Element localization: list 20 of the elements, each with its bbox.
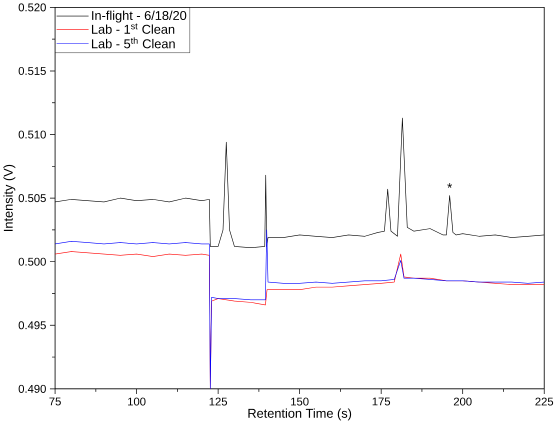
legend-label: Lab - 1$^{st}$ Clean bbox=[92, 24, 174, 34]
legend-label: Lab - 5$^{th}$ Clean bbox=[92, 37, 175, 48]
y-tick-label: 0.510 bbox=[18, 130, 46, 139]
y-axis-title: Intensity (V) bbox=[3, 164, 16, 232]
x-tick-label: 125 bbox=[210, 398, 228, 406]
x-tick-label: 75 bbox=[49, 398, 61, 406]
y-tick-label: 0.500 bbox=[18, 258, 46, 266]
x-tick-label: 200 bbox=[454, 398, 472, 406]
y-tick-label: 0.515 bbox=[18, 67, 46, 76]
x-tick-label: 225 bbox=[535, 398, 554, 406]
y-tick-label: 0.520 bbox=[18, 4, 46, 12]
annotation: * bbox=[447, 183, 452, 188]
y-tick-label: 0.490 bbox=[18, 385, 46, 393]
y-tick-label: 0.495 bbox=[18, 321, 46, 330]
x-tick-label: 175 bbox=[372, 398, 390, 406]
x-tick-label: 150 bbox=[291, 398, 309, 406]
x-axis-title: Retention Time (s) bbox=[248, 408, 352, 420]
x-tick-label: 100 bbox=[128, 398, 146, 406]
legend-label: In-flight - 6/18/20 bbox=[92, 10, 186, 23]
y-tick-label: 0.505 bbox=[18, 194, 46, 202]
